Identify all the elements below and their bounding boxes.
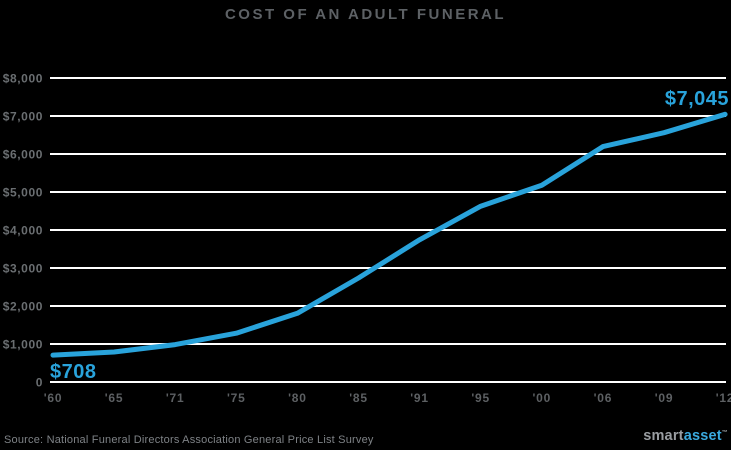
x-tick-label: '06 — [594, 391, 613, 405]
y-tick-label: 0 — [36, 376, 43, 390]
x-tick-label: '85 — [349, 391, 368, 405]
end-value-label: $7,045 — [665, 88, 729, 110]
x-tick-label: '65 — [105, 391, 124, 405]
x-tick-label: '00 — [532, 391, 551, 405]
y-tick-label: $2,000 — [3, 300, 43, 314]
smartasset-logo: smartasset™ — [643, 429, 728, 446]
y-tick-label: $6,000 — [3, 148, 43, 162]
logo-text-asset: asset — [683, 428, 722, 444]
chart-title: COST OF AN ADULT FUNERAL — [224, 6, 507, 23]
y-tick-label: $7,000 — [3, 110, 43, 124]
y-tick-label: $5,000 — [3, 186, 43, 200]
logo-trademark: ™ — [721, 430, 728, 436]
x-tick-label: '75 — [227, 391, 246, 405]
y-tick-label: $8,000 — [3, 72, 43, 86]
x-tick-label: '91 — [410, 391, 429, 405]
x-tick-label: '71 — [166, 391, 185, 405]
cost-line — [50, 111, 728, 358]
source-note: Source: National Funeral Directors Assoc… — [4, 434, 374, 446]
start-value-label: $708 — [50, 361, 97, 383]
y-tick-label: $1,000 — [3, 338, 43, 352]
x-tick-label: '09 — [655, 391, 674, 405]
x-tick-label: '12 — [716, 391, 731, 405]
x-tick-label: '80 — [288, 391, 307, 405]
x-tick-label: '60 — [44, 391, 63, 405]
x-tick-label: '95 — [471, 391, 490, 405]
funeral-cost-line-chart: 0 $1,000 $2,000 $3,000 $4,000 $5,000 $6,000 $7,… — [3, 72, 731, 406]
y-tick-label: $4,000 — [3, 224, 43, 238]
logo-text-smart: smart — [643, 428, 684, 444]
y-tick-label: $3,000 — [3, 262, 43, 276]
